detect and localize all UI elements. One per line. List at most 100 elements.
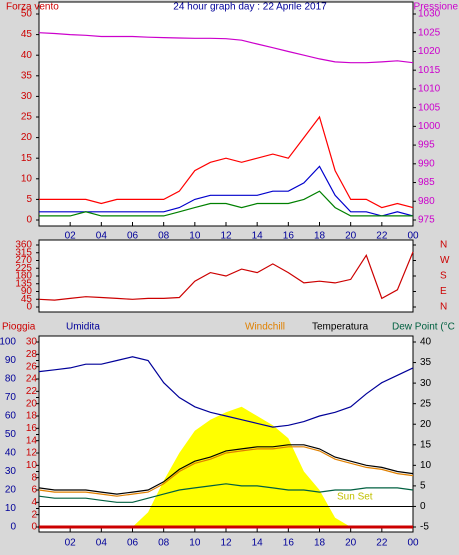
y3-tick-label: 20 [26,398,38,409]
x-tick-label: 04 [96,538,108,549]
y2-tick-label: N [440,302,447,313]
y-tick-label: 30 [5,466,17,477]
y-tick-label: 135 [15,278,32,289]
y2-tick-label: 30 [420,378,432,389]
x-tick-label: 06 [127,538,139,549]
x-tick-label: 16 [283,538,295,549]
x-tick-label: 00 [407,231,419,242]
y2-tick-label: 25 [420,398,432,409]
y-tick-label: 60 [5,411,17,422]
y3-tick-label: 24 [26,374,38,385]
y3-tick-label: 18 [26,411,38,422]
y-tick-label: 70 [5,392,17,403]
y2-tick-label: 10 [420,460,432,471]
y2-tick-label: 35 [420,357,432,368]
line [38,446,414,497]
y-tick-label: 90 [21,286,33,297]
y2-tick-label: 980 [418,196,435,207]
x-tick-label: 12 [220,231,232,242]
y-tick-label: 20 [5,485,17,496]
x-tick-label: 08 [158,231,170,242]
annotation: Sun Set [337,492,373,503]
y-tick-label: 45 [21,294,33,305]
y3-tick-label: 10 [26,460,38,471]
y-tick-label: 180 [15,271,32,282]
y-tick-label: 90 [5,355,17,366]
x-tick-label: 20 [345,231,357,242]
x-tick-label: 12 [220,538,232,549]
y2-tick-label: 985 [418,177,435,188]
y2-tick-label: 5 [420,481,426,492]
line [38,251,414,301]
legend-label: Temperatura [312,322,369,333]
x-tick-label: 18 [314,231,326,242]
y-tick-label: 0 [26,302,32,313]
y-tick-label: 45 [21,29,33,40]
y3-tick-label: 26 [26,361,38,372]
chart-title: 24 hour graph day : 22 Aprile 2017 [173,2,327,13]
x-tick-label: 02 [65,231,77,242]
y-axis-label: Forza vento [6,2,59,13]
x-tick-label: 08 [158,538,170,549]
y2-tick-label: -5 [420,522,429,533]
y-tick-label: 0 [26,215,32,226]
line [38,483,414,503]
y-tick-label: 315 [15,247,32,258]
y-tick-label: 40 [21,50,33,61]
y3-tick-label: 14 [26,435,38,446]
y2-tick-label: 15 [420,439,432,450]
y3-tick-label: 16 [26,423,38,434]
y3-tick-label: 22 [26,386,38,397]
y2-tick-label: 990 [418,158,435,169]
x-tick-label: 14 [252,538,264,549]
y3-tick-label: 0 [31,522,37,533]
x-tick-label: 14 [252,231,264,242]
y-tick-label: 25 [21,112,33,123]
y-tick-label: 225 [15,263,32,274]
y3-tick-label: 8 [31,472,37,483]
legend-label: Windchill [245,322,285,333]
y-tick-label: 40 [5,448,17,459]
y-tick-label: 100 [0,337,16,348]
y-tick-label: 10 [5,503,17,514]
y-tick-label: 35 [21,70,33,81]
x-tick-label: 10 [189,231,201,242]
y3-tick-label: 12 [26,448,38,459]
y-tick-label: 0 [10,522,16,533]
y2-tick-label: W [440,255,450,266]
x-tick-label: 02 [65,538,77,549]
y-tick-label: 50 [5,429,17,440]
y2-tick-label: 995 [418,140,435,151]
y-tick-label: 10 [21,173,33,184]
y2-tick-label: 1005 [418,102,441,113]
line [39,165,414,217]
line [38,32,414,64]
y-tick-label: 20 [21,132,33,143]
y2-tick-label: 40 [420,337,432,348]
y2-tick-label: 1030 [418,9,441,20]
x-tick-label: 20 [345,538,357,549]
y-tick-label: 50 [21,9,33,20]
x-tick-label: 18 [314,538,326,549]
line [38,356,414,428]
y3-tick-label: 2 [31,509,37,520]
x-tick-label: 00 [407,538,419,549]
area [39,406,413,527]
y-tick-label: 80 [5,374,17,385]
legend-label: Pioggia [2,322,36,333]
y3-tick-label: 4 [31,497,37,508]
x-tick-label: 04 [96,231,108,242]
y-tick-label: 5 [26,194,32,205]
legend-label: Dew Point (°C [392,322,455,333]
y2-tick-label: S [440,271,447,282]
y2-tick-label: 1015 [418,65,441,76]
y2-tick-label: 1025 [418,27,441,38]
y3-tick-label: 6 [31,485,37,496]
x-tick-label: 16 [283,231,295,242]
y2-tick-label: 20 [420,419,432,430]
x-tick-label: 22 [376,231,388,242]
plot-frame [38,1,414,227]
x-tick-label: 10 [189,538,201,549]
y2-axis-label: Pressione [414,2,459,13]
